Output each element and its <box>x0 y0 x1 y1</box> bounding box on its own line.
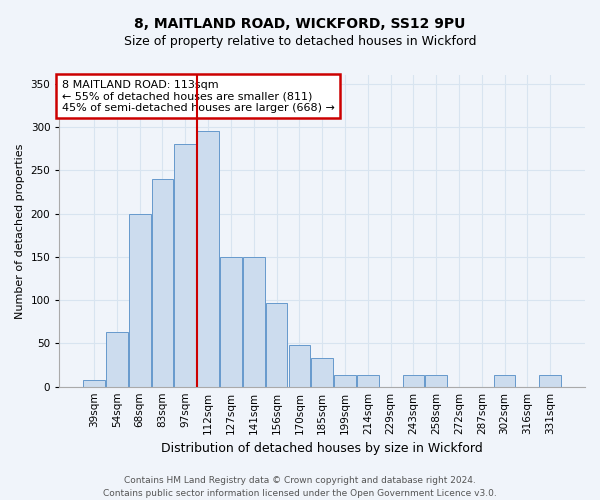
Bar <box>197 132 219 386</box>
Bar <box>106 332 128 386</box>
Bar <box>243 257 265 386</box>
Bar <box>539 376 561 386</box>
Bar <box>311 358 333 386</box>
Bar <box>175 144 196 386</box>
Bar <box>289 345 310 387</box>
Bar <box>403 376 424 386</box>
Bar <box>129 214 151 386</box>
Text: Size of property relative to detached houses in Wickford: Size of property relative to detached ho… <box>124 35 476 48</box>
Bar <box>334 376 356 386</box>
Bar <box>220 257 242 386</box>
Bar <box>83 380 105 386</box>
Bar <box>266 302 287 386</box>
Bar <box>425 376 447 386</box>
Y-axis label: Number of detached properties: Number of detached properties <box>15 143 25 318</box>
Text: Contains HM Land Registry data © Crown copyright and database right 2024.
Contai: Contains HM Land Registry data © Crown c… <box>103 476 497 498</box>
Bar <box>152 179 173 386</box>
X-axis label: Distribution of detached houses by size in Wickford: Distribution of detached houses by size … <box>161 442 483 455</box>
Text: 8 MAITLAND ROAD: 113sqm
← 55% of detached houses are smaller (811)
45% of semi-d: 8 MAITLAND ROAD: 113sqm ← 55% of detache… <box>62 80 335 113</box>
Text: 8, MAITLAND ROAD, WICKFORD, SS12 9PU: 8, MAITLAND ROAD, WICKFORD, SS12 9PU <box>134 18 466 32</box>
Bar <box>494 376 515 386</box>
Bar <box>357 376 379 386</box>
